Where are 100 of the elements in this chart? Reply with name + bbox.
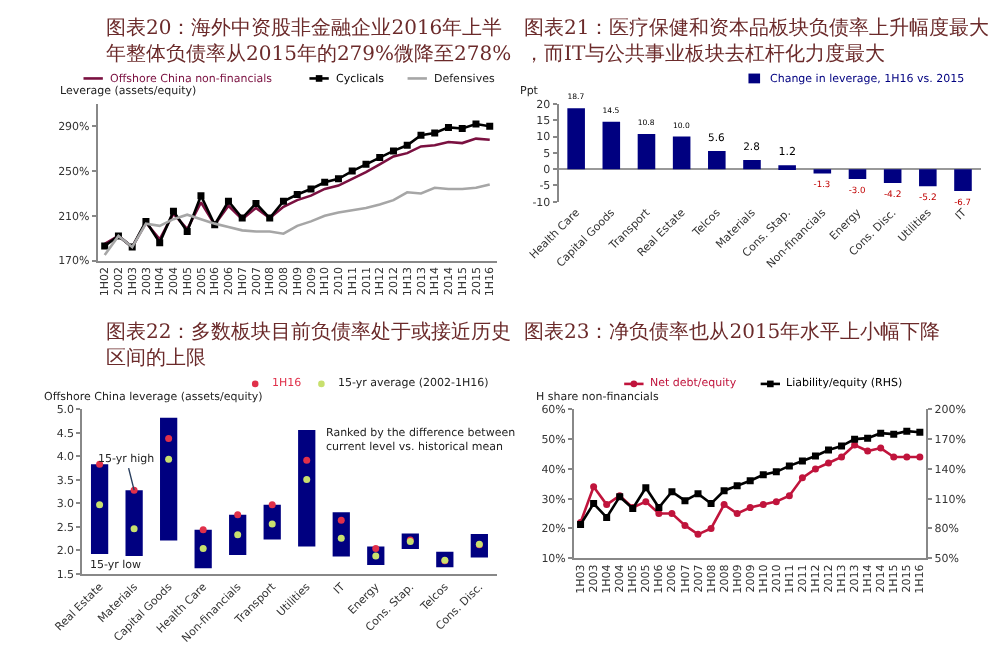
- point: [348, 167, 356, 175]
- point: [838, 442, 846, 450]
- bar: [90, 464, 109, 555]
- line-series: [103, 183, 492, 257]
- point: [376, 154, 384, 162]
- point: [668, 510, 676, 518]
- point: [183, 227, 191, 235]
- point: [590, 483, 598, 491]
- point: [307, 185, 315, 193]
- point: [811, 465, 819, 473]
- point: [655, 510, 663, 518]
- point: [431, 129, 439, 137]
- bar: [602, 121, 621, 170]
- bar: [708, 150, 726, 170]
- point: [798, 474, 806, 482]
- chart-title: 图表22：多数板块目前负债率处于或接近历史区间的上限: [106, 320, 512, 370]
- point: [268, 520, 276, 528]
- point: [337, 516, 345, 524]
- point: [864, 447, 872, 455]
- point: [234, 511, 242, 519]
- point: [165, 435, 173, 442]
- bar: [954, 169, 972, 192]
- point: [372, 544, 380, 552]
- point: [877, 429, 885, 437]
- point: [197, 192, 205, 200]
- point: [825, 446, 832, 454]
- point: [334, 175, 342, 183]
- bar: [883, 169, 902, 183]
- point: [268, 501, 276, 509]
- point: [252, 199, 260, 207]
- point: [293, 191, 301, 199]
- point: [279, 197, 287, 205]
- point: [472, 120, 480, 128]
- bar: [160, 417, 178, 541]
- chart-title: 图表21：医疗保健和资本品板块负债率上升幅度最大，而IT与公共事业板块去杠杆化力度最大: [524, 16, 990, 66]
- point: [759, 471, 767, 479]
- point: [156, 239, 164, 247]
- point: [720, 487, 728, 495]
- point: [785, 492, 793, 500]
- point: [772, 468, 780, 476]
- point: [772, 498, 780, 506]
- point: [303, 475, 311, 483]
- point: [733, 482, 741, 490]
- bar: [672, 136, 691, 170]
- point: [165, 455, 173, 463]
- point: [681, 497, 689, 505]
- point: [811, 452, 819, 460]
- point: [486, 122, 494, 130]
- point: [733, 510, 741, 518]
- point: [642, 484, 650, 492]
- point: [746, 477, 754, 485]
- bar: [229, 514, 247, 556]
- point: [746, 504, 754, 512]
- point: [403, 141, 411, 149]
- point: [590, 500, 598, 508]
- point: [417, 131, 425, 139]
- point: [169, 207, 177, 215]
- point: [890, 430, 898, 438]
- point: [890, 453, 898, 461]
- point: [444, 123, 452, 131]
- point: [199, 544, 207, 552]
- point: [224, 197, 232, 205]
- point: [603, 501, 611, 509]
- point: [337, 534, 345, 542]
- point: [130, 525, 138, 533]
- point: [668, 488, 676, 496]
- point: [838, 453, 846, 461]
- chart-title: 图表23：净负债率也从2015年水平上小幅下降: [524, 320, 941, 344]
- point: [603, 514, 611, 522]
- bar: [743, 160, 761, 170]
- point: [785, 462, 793, 470]
- point: [96, 501, 104, 509]
- point: [694, 490, 702, 498]
- point: [903, 453, 911, 461]
- point: [458, 125, 466, 133]
- point: [234, 531, 242, 539]
- point: [199, 526, 207, 534]
- bar: [637, 133, 656, 170]
- bar: [263, 504, 281, 540]
- point: [362, 160, 370, 168]
- point: [707, 524, 715, 532]
- point: [864, 434, 872, 442]
- point: [238, 214, 246, 222]
- point: [101, 242, 109, 250]
- point: [321, 178, 329, 186]
- bar: [567, 108, 585, 170]
- point: [642, 498, 650, 506]
- bar: [125, 490, 143, 556]
- point: [303, 456, 311, 464]
- point: [825, 459, 832, 467]
- bar: [919, 169, 937, 187]
- bar: [194, 529, 212, 569]
- bar: [298, 430, 316, 547]
- chart-title: 图表20：海外中资股非金融企业2016年上半年整体负债率从2015年的279%微降至278%: [106, 16, 512, 66]
- point: [877, 444, 885, 452]
- point: [655, 504, 663, 512]
- point: [720, 501, 728, 509]
- point: [681, 521, 689, 529]
- bar: [848, 169, 867, 179]
- point: [916, 453, 924, 461]
